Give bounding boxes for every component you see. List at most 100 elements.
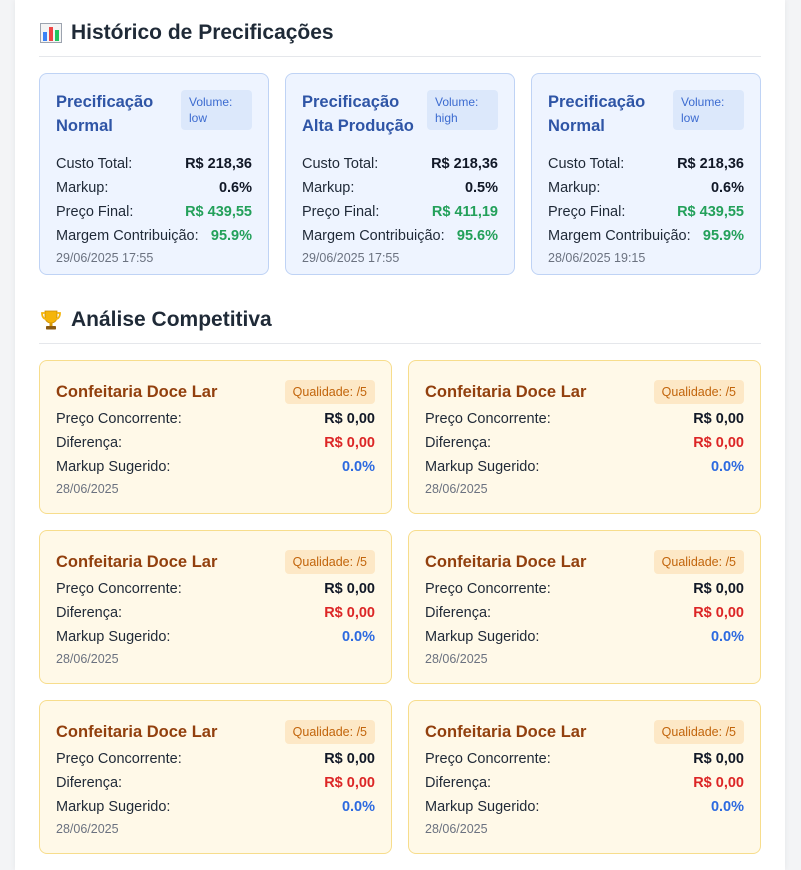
history-card: Precificação Alta Produção Volume: high … xyxy=(285,73,515,275)
history-card-name: Precificação Alta Produção xyxy=(302,93,414,135)
volume-badge: Volume: low xyxy=(181,90,252,130)
difference-label: Diferença: xyxy=(425,775,492,791)
competitor-price-label: Preço Concorrente: xyxy=(425,411,551,427)
trophy-icon xyxy=(39,309,63,331)
competitor-name: Confeitaria Doce Lar xyxy=(56,722,218,741)
custo-label: Custo Total: xyxy=(548,156,625,172)
competitor-date: 28/06/2025 xyxy=(56,482,119,496)
custo-label: Custo Total: xyxy=(56,156,133,172)
suggested-markup-label: Markup Sugerido: xyxy=(425,799,540,815)
volume-badge: Volume: low xyxy=(673,90,744,130)
history-section-title: Histórico de Precificações xyxy=(39,21,334,45)
custo-value: R$ 218,36 xyxy=(185,156,252,172)
preco-label: Preço Final: xyxy=(56,204,134,220)
markup-value: 0.6% xyxy=(710,180,744,196)
competitor-date: 28/06/2025 xyxy=(425,482,488,496)
markup-label: Markup: xyxy=(302,180,355,196)
difference-label: Diferença: xyxy=(56,775,123,791)
suggested-markup-value: 0.0% xyxy=(341,799,375,815)
markup-value: 0.5% xyxy=(464,180,498,196)
competitive-section-title: Análise Competitiva xyxy=(39,308,272,332)
difference-value: R$ 0,00 xyxy=(693,605,744,621)
competitive-divider xyxy=(39,343,761,344)
suggested-markup-label: Markup Sugerido: xyxy=(425,629,540,645)
competitor-price-label: Preço Concorrente: xyxy=(425,751,551,767)
difference-label: Diferença: xyxy=(56,435,123,451)
preco-label: Preço Final: xyxy=(548,204,626,220)
margem-value: 95.9% xyxy=(702,228,744,244)
quality-badge: Qualidade: /5 xyxy=(284,550,375,574)
history-divider xyxy=(39,56,761,57)
competitive-title-text: Análise Competitiva xyxy=(71,308,272,331)
competitor-name: Confeitaria Doce Lar xyxy=(56,382,218,401)
history-card-name: Precificação Normal xyxy=(548,93,646,135)
margem-label: Margem Contribuição: xyxy=(56,228,199,244)
suggested-markup-value: 0.0% xyxy=(710,799,744,815)
competitor-date: 28/06/2025 xyxy=(56,652,119,666)
competitor-card: Confeitaria Doce Lar Qualidade: /5 Preço… xyxy=(408,700,761,854)
markup-label: Markup: xyxy=(548,180,601,196)
competitor-card: Confeitaria Doce Lar Qualidade: /5 Preço… xyxy=(39,530,392,684)
margem-label: Margem Contribuição: xyxy=(548,228,691,244)
custo-value: R$ 218,36 xyxy=(431,156,498,172)
competitor-name: Confeitaria Doce Lar xyxy=(425,722,587,741)
volume-badge: Volume: high xyxy=(427,90,498,130)
history-date: 29/06/2025 17:55 xyxy=(302,251,400,265)
competitor-date: 28/06/2025 xyxy=(425,652,488,666)
history-card: Precificação Normal Volume: low Custo To… xyxy=(39,73,269,275)
competitor-date: 28/06/2025 xyxy=(56,822,119,836)
competitor-card: Confeitaria Doce Lar Qualidade: /5 Preço… xyxy=(39,700,392,854)
quality-badge: Qualidade: /5 xyxy=(284,720,375,744)
competitor-price-label: Preço Concorrente: xyxy=(425,581,551,597)
suggested-markup-label: Markup Sugerido: xyxy=(425,459,540,475)
difference-value: R$ 0,00 xyxy=(693,775,744,791)
difference-value: R$ 0,00 xyxy=(693,435,744,451)
competitor-card: Confeitaria Doce Lar Qualidade: /5 Preço… xyxy=(39,360,392,514)
competitor-price-label: Preço Concorrente: xyxy=(56,581,182,597)
competitor-price-label: Preço Concorrente: xyxy=(56,411,182,427)
quality-badge: Qualidade: /5 xyxy=(653,380,744,404)
quality-badge: Qualidade: /5 xyxy=(653,720,744,744)
history-date: 28/06/2025 19:15 xyxy=(548,251,646,265)
history-card-name: Precificação Normal xyxy=(56,93,154,135)
suggested-markup-value: 0.0% xyxy=(341,629,375,645)
history-title-text: Histórico de Precificações xyxy=(71,21,334,44)
difference-label: Diferença: xyxy=(425,435,492,451)
competitor-price-value: R$ 0,00 xyxy=(693,751,744,767)
competitor-price-label: Preço Concorrente: xyxy=(56,751,182,767)
competitor-name: Confeitaria Doce Lar xyxy=(425,552,587,571)
markup-label: Markup: xyxy=(56,180,109,196)
margem-value: 95.6% xyxy=(456,228,498,244)
competitor-card: Confeitaria Doce Lar Qualidade: /5 Preço… xyxy=(408,360,761,514)
competitor-name: Confeitaria Doce Lar xyxy=(425,382,587,401)
margem-label: Margem Contribuição: xyxy=(302,228,445,244)
competitor-card: Confeitaria Doce Lar Qualidade: /5 Preço… xyxy=(408,530,761,684)
margem-value: 95.9% xyxy=(210,228,252,244)
quality-badge: Qualidade: /5 xyxy=(284,380,375,404)
bar-chart-icon xyxy=(39,23,63,43)
competitor-price-value: R$ 0,00 xyxy=(693,411,744,427)
suggested-markup-value: 0.0% xyxy=(710,629,744,645)
markup-value: 0.6% xyxy=(218,180,252,196)
history-card: Precificação Normal Volume: low Custo To… xyxy=(531,73,761,275)
suggested-markup-label: Markup Sugerido: xyxy=(56,459,171,475)
preco-label: Preço Final: xyxy=(302,204,380,220)
difference-label: Diferença: xyxy=(425,605,492,621)
preco-value: R$ 439,55 xyxy=(185,204,252,220)
pricing-panel: Histórico de Precificações Precificação … xyxy=(15,0,785,870)
difference-value: R$ 0,00 xyxy=(324,775,375,791)
competitor-price-value: R$ 0,00 xyxy=(324,581,375,597)
custo-value: R$ 218,36 xyxy=(677,156,744,172)
difference-label: Diferença: xyxy=(56,605,123,621)
competitor-name: Confeitaria Doce Lar xyxy=(56,552,218,571)
difference-value: R$ 0,00 xyxy=(324,605,375,621)
competitor-price-value: R$ 0,00 xyxy=(693,581,744,597)
competitor-price-value: R$ 0,00 xyxy=(324,411,375,427)
competitor-date: 28/06/2025 xyxy=(425,822,488,836)
custo-label: Custo Total: xyxy=(302,156,379,172)
suggested-markup-label: Markup Sugerido: xyxy=(56,629,171,645)
preco-value: R$ 411,19 xyxy=(431,204,498,220)
difference-value: R$ 0,00 xyxy=(324,435,375,451)
suggested-markup-value: 0.0% xyxy=(341,459,375,475)
history-date: 29/06/2025 17:55 xyxy=(56,251,154,265)
